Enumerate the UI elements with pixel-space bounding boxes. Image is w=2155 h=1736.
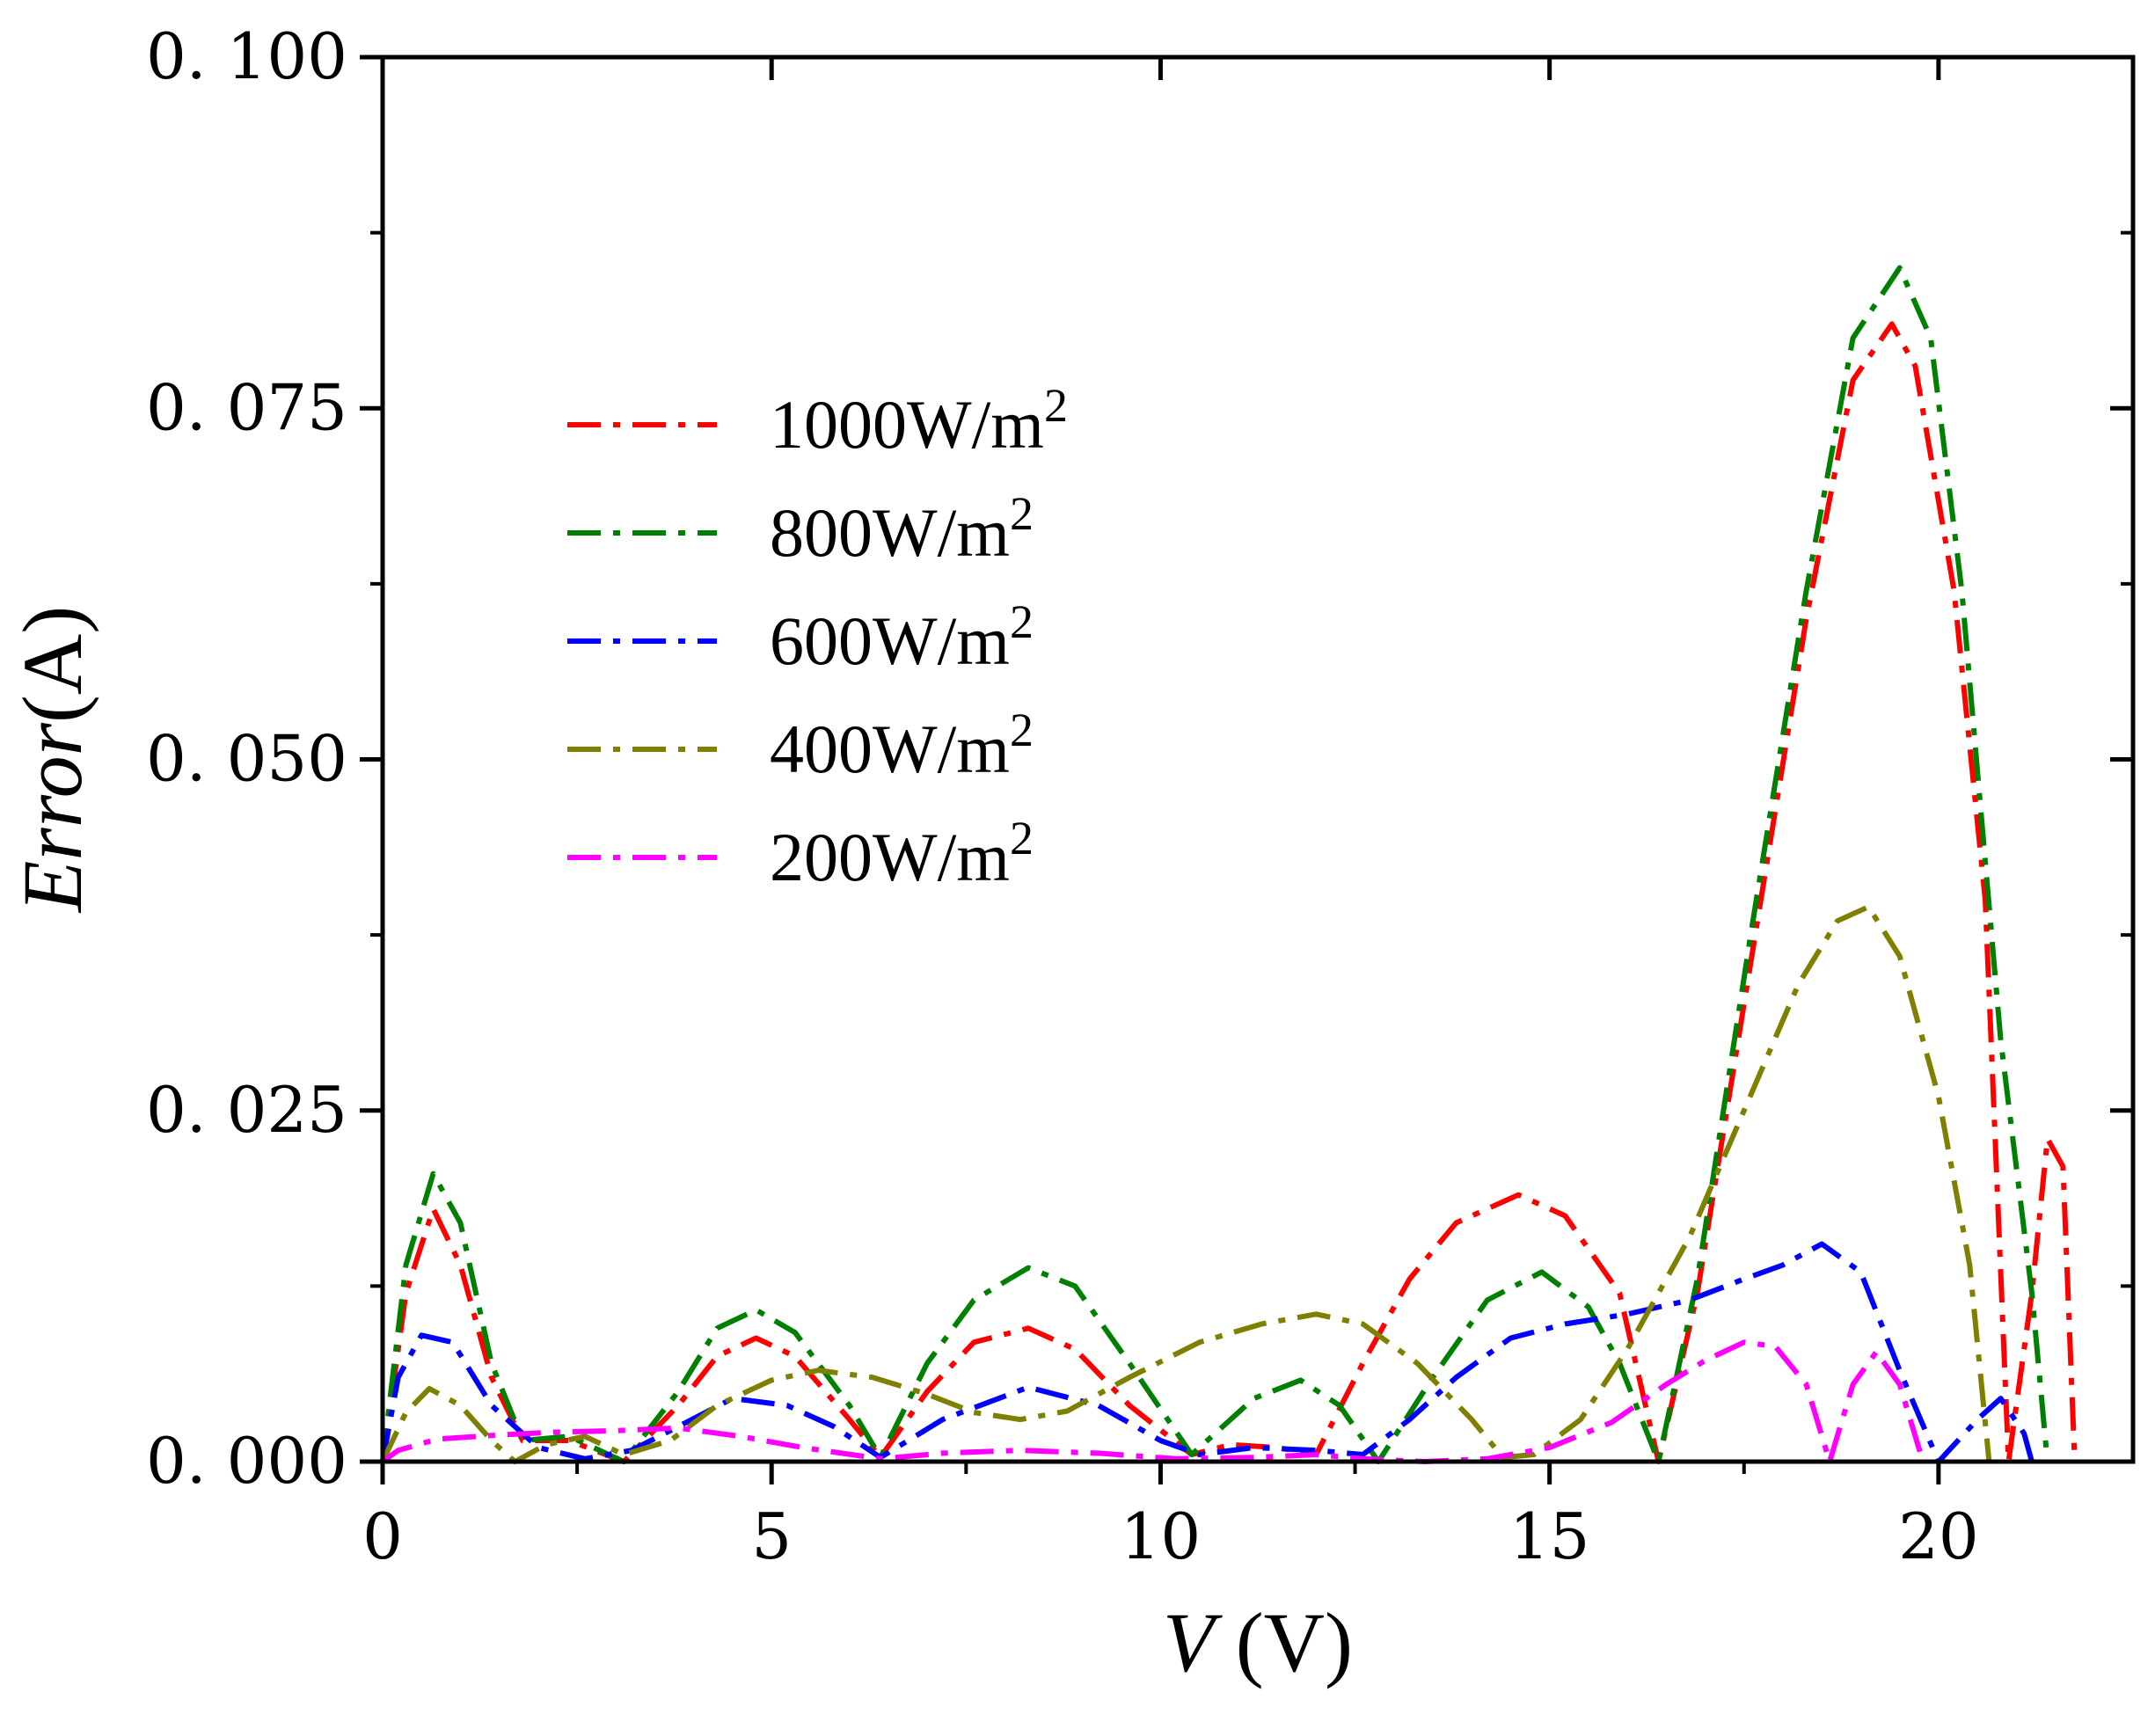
legend-label-sup: 2 <box>1010 487 1034 540</box>
series-line-2 <box>380 265 2050 1464</box>
legend-label-2: 800W/m2 <box>770 487 1034 571</box>
x-axis-var: V <box>1163 1595 1223 1689</box>
legend-label-sup: 2 <box>1010 595 1034 648</box>
x-tick-label: 20 <box>1898 1499 1979 1573</box>
legend-label-base: 200W/m <box>770 819 1010 895</box>
x-tick-label: 5 <box>751 1499 792 1573</box>
x-tick-label: 0 <box>362 1499 403 1573</box>
legend-label-base: 400W/m <box>770 711 1010 787</box>
x-tick-label: 10 <box>1121 1499 1202 1573</box>
legend-label-3: 600W/m2 <box>770 595 1034 679</box>
y-axis-title: Error(A) <box>5 606 99 914</box>
x-tick-label: 15 <box>1509 1499 1590 1573</box>
series-line-5 <box>381 1339 1926 1464</box>
legend-label-base: 800W/m <box>770 494 1010 571</box>
y-tick-label: 0. 025 <box>146 1073 347 1147</box>
x-axis-unit: (V) <box>1215 1595 1353 1689</box>
y-axis-var: Error <box>5 722 99 914</box>
axis-ticks: 0 5 10 15 20 0. 000 0. 025 0. 050 0. 075 0. 100 <box>146 19 2133 1573</box>
legend-label-sup: 2 <box>1010 812 1034 864</box>
legend-label-sup: 2 <box>1010 704 1034 756</box>
series-line-3 <box>380 1241 2034 1464</box>
y-tick-label: 0. 100 <box>146 19 347 93</box>
legend-label-base: 1000W/m <box>770 386 1044 463</box>
y-tick-label: 0. 050 <box>146 722 347 796</box>
legend-label-5: 200W/m2 <box>770 812 1034 895</box>
x-axis-title: V (V) <box>1163 1595 1353 1689</box>
y-tick-label: 0. 000 <box>146 1424 347 1498</box>
legend-label-base: 600W/m <box>770 602 1010 679</box>
y-axis-unit: (A) <box>5 606 99 723</box>
series-line-4 <box>380 904 1992 1464</box>
y-tick-label: 0. 075 <box>146 370 347 444</box>
legend-label-sup: 2 <box>1044 379 1068 432</box>
legend-label-4: 400W/m2 <box>770 704 1034 787</box>
legend-label-1: 1000W/m2 <box>770 379 1068 463</box>
